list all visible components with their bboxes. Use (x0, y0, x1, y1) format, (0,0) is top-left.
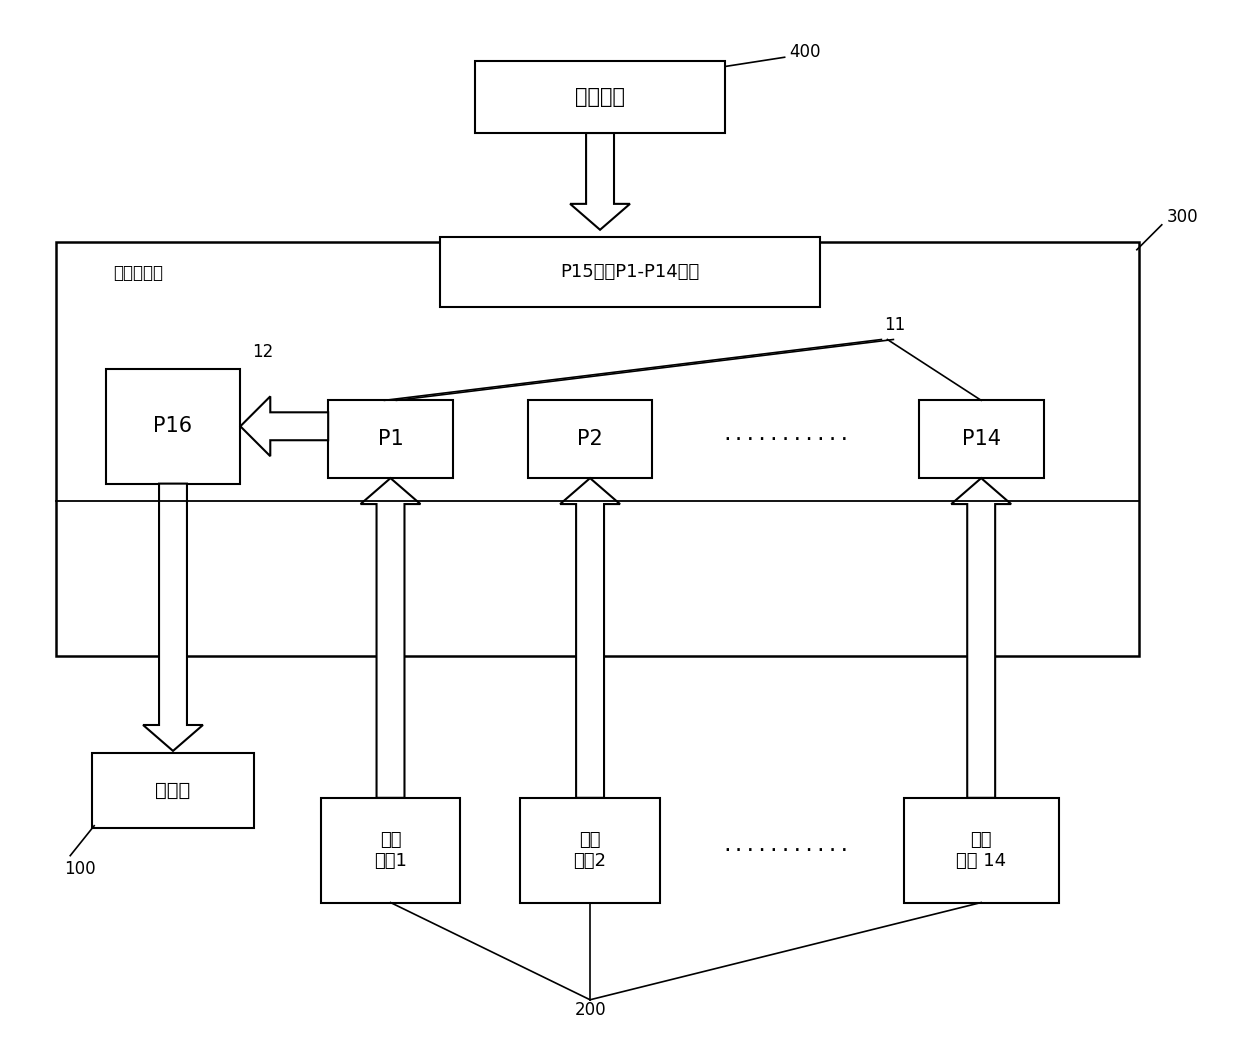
Bar (321, 798, 461, 903)
Polygon shape (240, 397, 328, 456)
Bar (520, 798, 660, 903)
Polygon shape (570, 133, 629, 230)
Bar (92, 753, 254, 828)
Text: 节点
模兤1: 节点 模兤1 (374, 831, 406, 870)
Text: 12: 12 (253, 343, 274, 361)
Bar (528, 400, 653, 479)
Text: P1: P1 (378, 430, 404, 449)
Text: 调试器: 调试器 (155, 781, 191, 800)
Polygon shape (361, 479, 420, 798)
Text: 200: 200 (574, 1001, 606, 1019)
Bar (56, 242, 1139, 656)
Text: 400: 400 (789, 44, 821, 62)
Bar (476, 62, 725, 133)
Text: P16: P16 (154, 416, 192, 436)
Text: 拨码开关: 拨码开关 (575, 87, 624, 107)
Bar (919, 400, 1043, 479)
Text: P2: P2 (577, 430, 603, 449)
Bar (328, 400, 453, 479)
Polygon shape (560, 479, 620, 798)
Bar (904, 798, 1058, 903)
Polygon shape (142, 484, 203, 751)
Text: P14: P14 (961, 430, 1001, 449)
Text: 100: 100 (64, 859, 95, 877)
Text: ···········: ··········· (721, 430, 850, 449)
Text: 节点
模兤2: 节点 模兤2 (574, 831, 607, 870)
Text: 300: 300 (1167, 208, 1198, 226)
Bar (440, 237, 819, 307)
Text: P15选择P1-P14之一: P15选择P1-P14之一 (560, 263, 700, 281)
Polygon shape (952, 479, 1011, 798)
Text: 节点
模兤 14: 节点 模兤 14 (957, 831, 1006, 870)
Bar (105, 369, 240, 484)
Text: 11: 11 (885, 315, 906, 333)
Text: 一键烧写板: 一键烧写板 (113, 264, 164, 282)
Text: ···········: ··········· (721, 840, 850, 859)
